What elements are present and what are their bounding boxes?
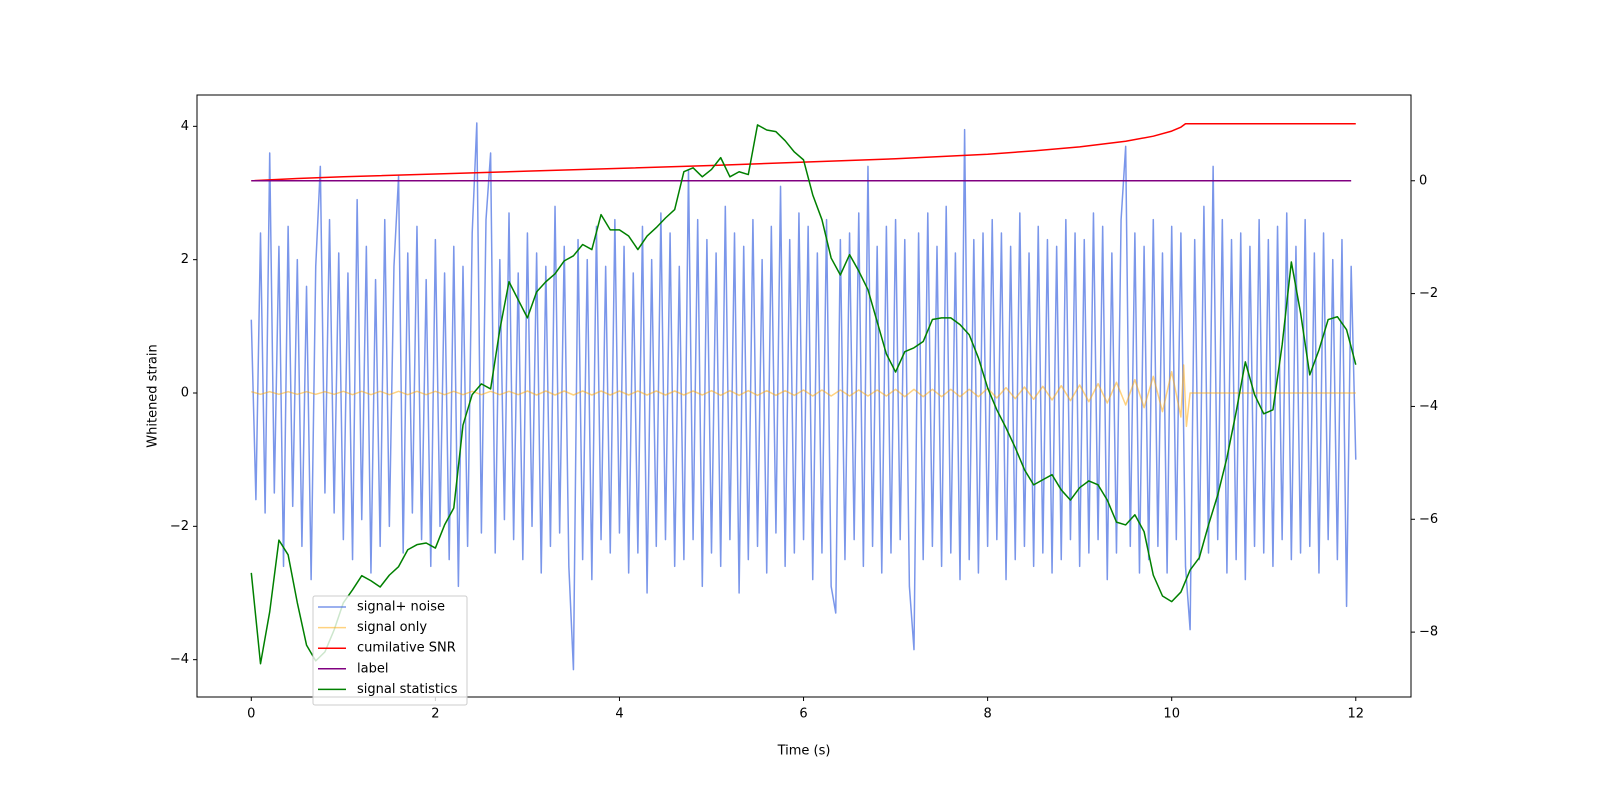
legend-label: label [357,661,388,676]
y2-tick-label: 0 [1419,173,1427,188]
y2-tick-label: −6 [1419,512,1438,527]
plot-area [250,122,1357,671]
x-tick-label: 8 [983,707,991,722]
legend-label: signal only [357,620,427,635]
y2-tick-label: −8 [1419,625,1438,640]
y2-tick-label: −4 [1419,399,1438,414]
y-tick-label: 2 [181,252,189,267]
y-tick-label: 0 [181,386,189,401]
series-line [251,123,1356,182]
x-tick-label: 6 [799,707,807,722]
legend-label: signal+ noise [357,600,445,615]
y2-tick-label: −2 [1419,286,1438,301]
legend: signal+ noise signal only cumilative SNR la… [312,595,468,706]
x-tick-label: 0 [247,707,255,722]
series-line [250,122,1357,671]
x-tick-label: 10 [1163,707,1180,722]
y-tick-label: −4 [170,652,189,667]
x-tick-label: 4 [615,707,623,722]
series-line [251,364,1356,428]
legend-box [312,595,468,706]
x-axis-label: Time (s) [777,744,831,759]
series-line [250,124,1357,665]
axes: 0 2 4 6 8 10 12 −4 −2 0 2 4 −8 −6 −4 −2 0 [170,94,1438,722]
y-axis-label: Whitened strain [146,344,161,447]
y-tick-label: −2 [170,519,189,534]
legend-label: signal statistics [357,682,458,697]
x-tick-label: 12 [1348,707,1365,722]
y-tick-label: 4 [181,119,189,134]
legend-label: cumilative SNR [357,641,456,656]
x-tick-label: 2 [431,707,439,722]
